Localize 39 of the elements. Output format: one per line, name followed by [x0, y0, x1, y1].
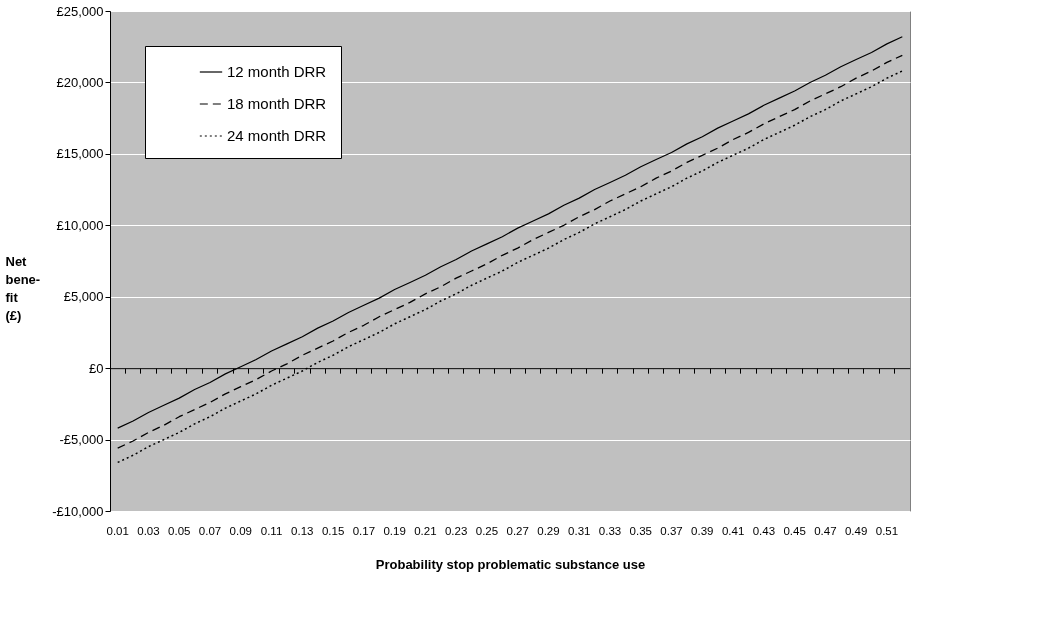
- x-tick-label: 0.35: [629, 524, 652, 537]
- x-tick-label: 0.29: [537, 524, 560, 537]
- x-tick-label: 0.49: [844, 524, 868, 537]
- x-tick-label: 0.39: [691, 524, 714, 537]
- legend-label: 12 month DRR: [227, 63, 327, 80]
- x-tick-label: 0.41: [721, 524, 745, 537]
- x-tick-label: 0.37: [660, 524, 683, 537]
- x-tick-label: 0.05: [168, 524, 191, 537]
- x-tick-label: 0.47: [814, 524, 837, 537]
- y-tick-label: -£5,000: [59, 432, 104, 448]
- x-tick-label: 0.25: [475, 524, 499, 537]
- x-tick-label: 0.27: [506, 524, 529, 537]
- x-tick-label: 0.07: [198, 524, 222, 537]
- x-tick-label: 0.15: [321, 524, 345, 537]
- y-tick-label: £5,000: [63, 289, 104, 305]
- x-tick-label: 0.51: [875, 524, 899, 537]
- x-tick-label: 0.17: [352, 524, 376, 537]
- y-axis-title: Net bene-fit (£): [5, 253, 41, 323]
- legend-label: 24 month DRR: [227, 127, 327, 144]
- x-tick-label: 0.21: [414, 524, 437, 537]
- x-tick-label: 0.19: [383, 524, 406, 537]
- x-tick-label: 0.09: [229, 524, 252, 537]
- y-tick-label: £0: [89, 360, 104, 376]
- x-tick-label: 0.01: [106, 524, 129, 537]
- x-tick-label: 0.11: [260, 524, 283, 537]
- x-tick-label: 0.45: [783, 524, 806, 537]
- x-tick-label: 0.43: [752, 524, 776, 537]
- y-tick-label: £15,000: [56, 146, 104, 162]
- y-tick-label: £10,000: [56, 217, 104, 233]
- y-tick-label: £25,000: [56, 3, 104, 19]
- legend-label: 18 month DRR: [227, 95, 327, 112]
- x-tick-label: 0.13: [291, 524, 314, 537]
- y-tick-label: -£10,000: [52, 503, 104, 519]
- x-tick-label: 0.31: [568, 524, 591, 537]
- x-tick-label: 0.33: [598, 524, 622, 537]
- y-tick-label: £20,000: [56, 74, 104, 90]
- x-tick-label: 0.03: [137, 524, 160, 537]
- x-tick-label: 0.23: [444, 524, 468, 537]
- x-axis-title: Probability stop problematic substance use: [375, 557, 646, 572]
